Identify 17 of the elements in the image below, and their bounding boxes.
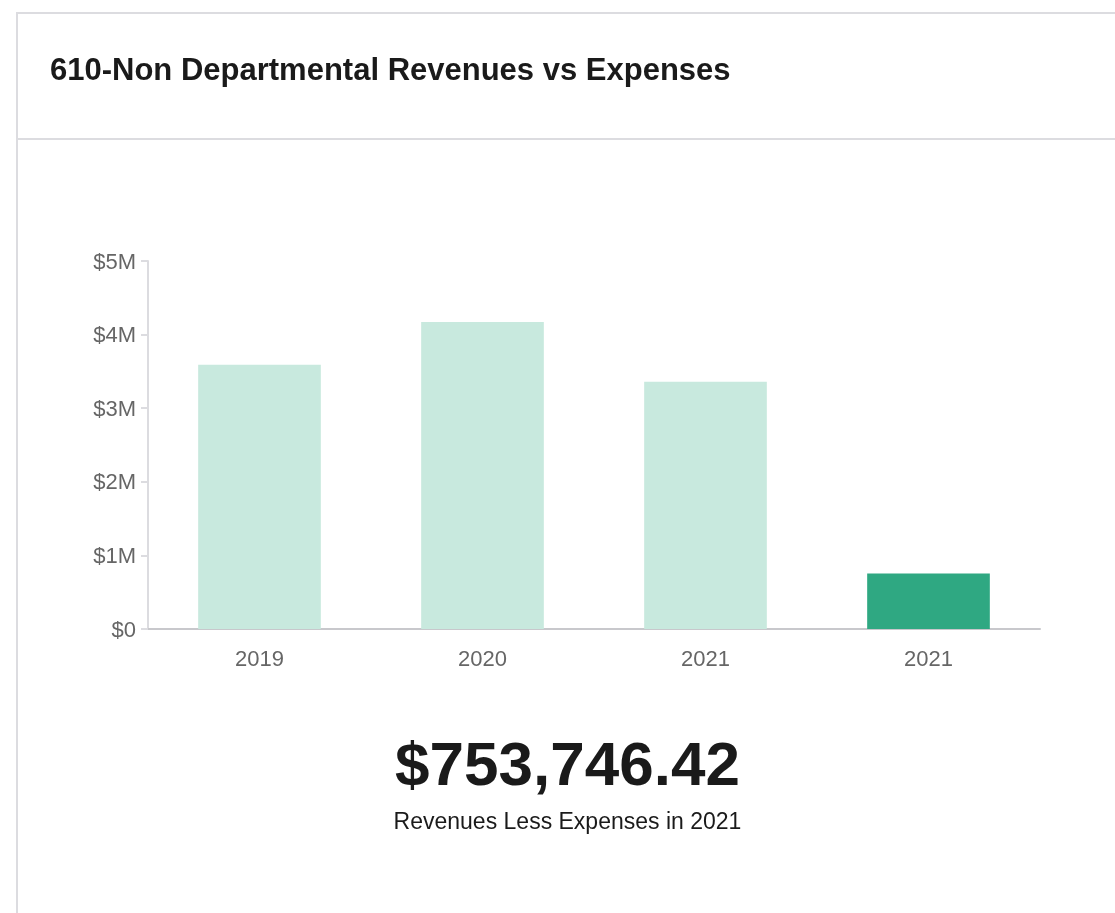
chart-title: 610-Non Departmental Revenues vs Expenses (50, 52, 731, 88)
y-tick-label: $3M (93, 395, 136, 421)
y-tick-label: $5M (93, 248, 136, 274)
y-tick-label: $0 (111, 616, 136, 642)
y-tick-label: $2M (93, 469, 136, 495)
text: Revenues Less Expenses in 2021 (392, 808, 743, 835)
x-tick-label: 2021 (681, 645, 730, 671)
x-tick-label: 2021 (904, 645, 953, 671)
x-tick-label: 2020 (458, 645, 507, 671)
bar (198, 364, 321, 629)
y-tick-label: $4M (93, 322, 136, 348)
bar (867, 573, 990, 629)
text: $753,746.42 (394, 728, 741, 799)
x-tick-label: 2019 (235, 645, 284, 671)
y-tick-label: $1M (93, 542, 136, 568)
bar (644, 381, 767, 629)
bar (421, 322, 544, 629)
